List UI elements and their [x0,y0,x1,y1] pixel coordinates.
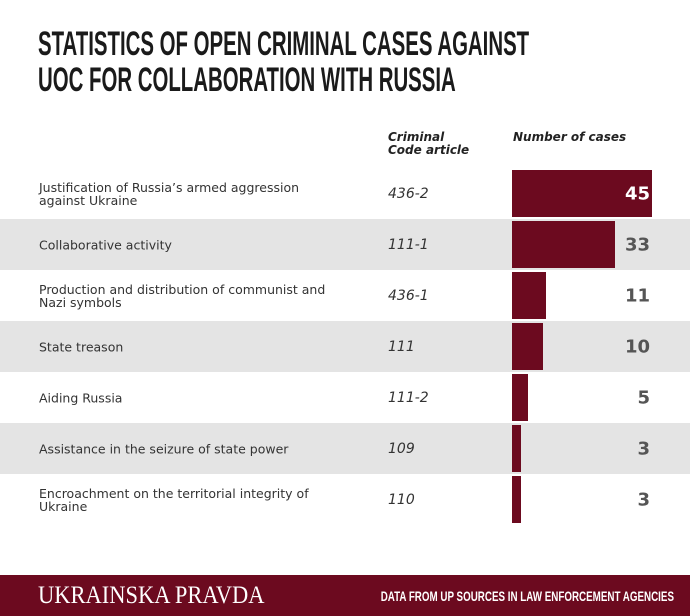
value-label: 33 [624,234,650,255]
bar [512,374,528,421]
table-row: State treason 111 10 [0,321,690,372]
column-header: Criminal Code article [388,130,470,157]
category-label: Justification of Russia’s armed aggressi… [39,179,300,208]
article-label: 111 [388,338,415,355]
category-label: Aiding Russia [39,390,123,405]
bar [512,323,544,370]
column-header: Number of cases [513,130,627,144]
article-label: 436-1 [388,287,429,304]
table-row: Production and distribution of communist… [0,270,690,321]
chart-title: STATISTICS OF OPEN CRIMINAL CASES AGAINS… [38,25,530,99]
value-label: 3 [637,489,650,510]
value-label: 3 [637,438,650,459]
article-label: 111-1 [388,236,429,253]
table-row: Collaborative activity 111-1 33 [0,219,690,270]
bar [512,272,547,319]
article-label: 110 [388,491,415,508]
value-label: 45 [624,183,650,204]
category-label: State treason [39,339,124,354]
value-label: 11 [624,285,650,306]
table-row: Justification of Russia’s armed aggressi… [0,168,690,219]
table-row: Assistance in the seizure of state power… [0,423,690,474]
table-row: Encroachment on the territorial integrit… [0,474,690,525]
bar [512,221,615,268]
bar [512,170,652,217]
category-label: Collaborative activity [39,237,172,252]
category-label: Encroachment on the territorial integrit… [39,485,309,514]
footer: UKRAINSKA PRAVDA DATA FROM UP SOURCES IN… [0,575,690,616]
article-label: 111-2 [388,389,429,406]
bar [512,425,522,472]
article-label: 436-2 [388,185,429,202]
source: DATA FROM UP SOURCES IN LAW ENFORCEMENT … [380,588,674,604]
value-label: 5 [637,387,650,408]
category-label: Assistance in the seizure of state power [39,441,289,456]
category-label: Production and distribution of communist… [39,281,326,310]
brand: UKRAINSKA PRAVDA [38,582,265,609]
bar [512,476,522,523]
table-row: Aiding Russia 111-2 5 [0,372,690,423]
value-label: 10 [624,336,650,357]
article-label: 109 [388,440,415,457]
